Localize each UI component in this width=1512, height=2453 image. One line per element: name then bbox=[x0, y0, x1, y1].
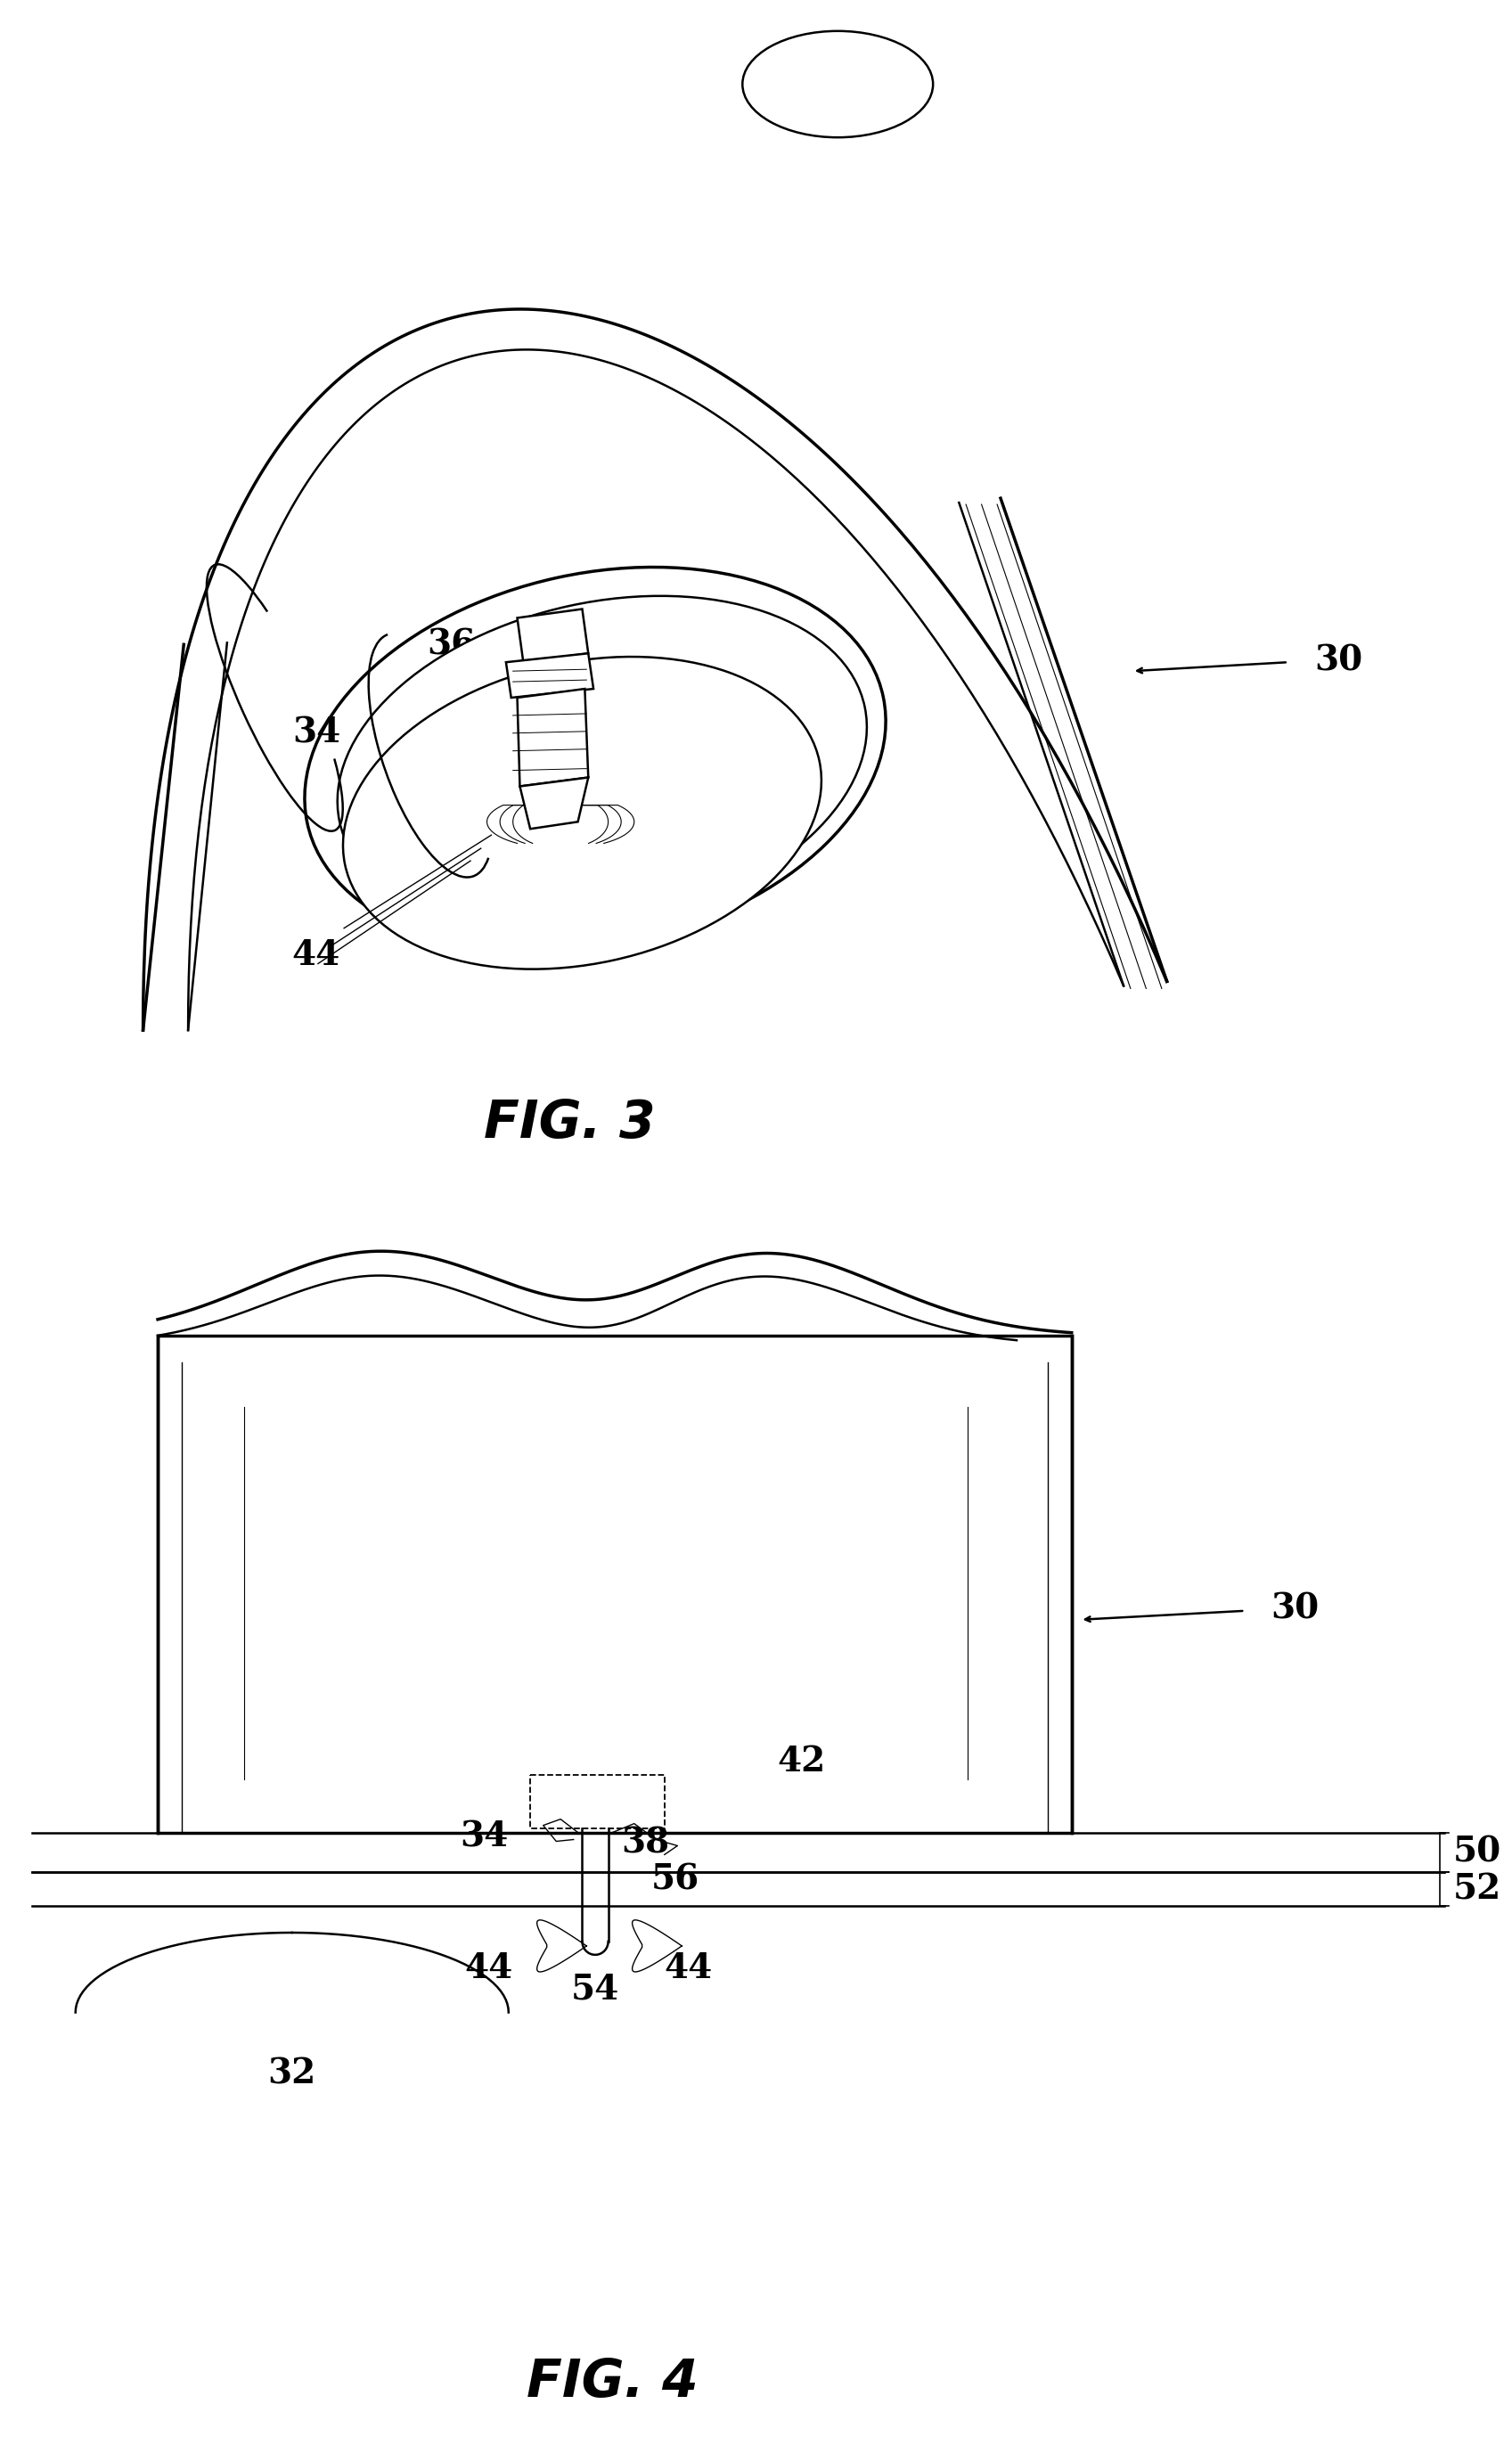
Polygon shape bbox=[517, 608, 588, 662]
Text: 38: 38 bbox=[606, 743, 653, 778]
Ellipse shape bbox=[343, 657, 821, 969]
Text: 52: 52 bbox=[1453, 1872, 1501, 1906]
Polygon shape bbox=[157, 1337, 1072, 1832]
Ellipse shape bbox=[304, 567, 886, 952]
Text: 36: 36 bbox=[428, 628, 476, 662]
Text: 40: 40 bbox=[606, 648, 653, 682]
Text: 38: 38 bbox=[621, 1825, 670, 1859]
Text: 32: 32 bbox=[691, 846, 739, 881]
Ellipse shape bbox=[742, 32, 933, 137]
Text: 42: 42 bbox=[428, 714, 476, 748]
Text: 30: 30 bbox=[1270, 1592, 1318, 1626]
Text: 34: 34 bbox=[292, 716, 340, 751]
Text: FIG. 3: FIG. 3 bbox=[484, 1099, 655, 1148]
Ellipse shape bbox=[337, 596, 866, 932]
Text: 42: 42 bbox=[777, 1744, 826, 1778]
Text: 32: 32 bbox=[268, 2056, 316, 2090]
Text: 56: 56 bbox=[652, 1862, 700, 1896]
Text: FIG. 4: FIG. 4 bbox=[526, 2357, 699, 2406]
Text: 50: 50 bbox=[1453, 1835, 1501, 1869]
Text: 44: 44 bbox=[464, 1950, 513, 1984]
Polygon shape bbox=[507, 652, 594, 697]
Polygon shape bbox=[520, 778, 588, 829]
Text: 34: 34 bbox=[460, 1820, 508, 1854]
Text: 44: 44 bbox=[664, 1950, 712, 1984]
Text: 30: 30 bbox=[1314, 643, 1362, 677]
Text: 54: 54 bbox=[572, 1972, 620, 2007]
Text: 44: 44 bbox=[292, 937, 340, 971]
Polygon shape bbox=[517, 689, 588, 787]
